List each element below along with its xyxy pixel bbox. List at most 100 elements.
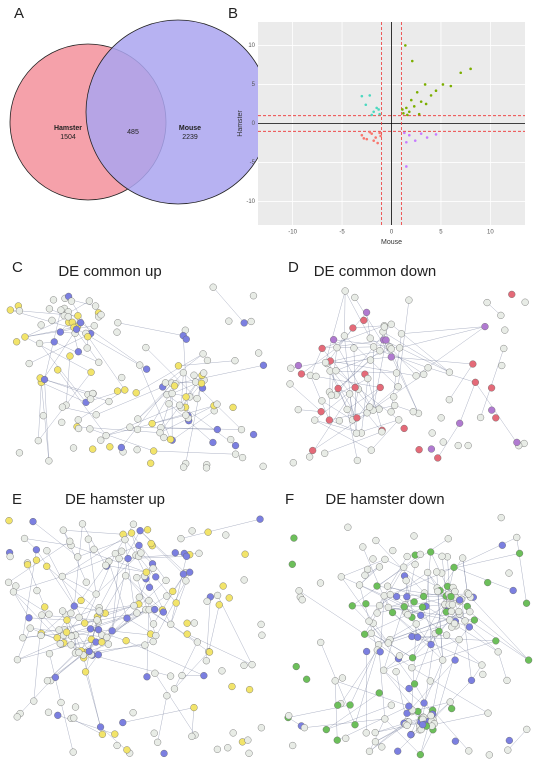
- edge: [370, 338, 424, 375]
- node: [409, 654, 417, 662]
- node: [424, 568, 432, 577]
- node: [433, 568, 441, 576]
- node: [395, 344, 404, 352]
- node: [63, 616, 71, 624]
- edge: [425, 606, 499, 652]
- node: [348, 602, 356, 610]
- node: [33, 586, 41, 595]
- node: [303, 675, 311, 683]
- node: [390, 393, 398, 401]
- node: [498, 361, 506, 370]
- node: [361, 571, 369, 579]
- node: [257, 724, 265, 732]
- node: [231, 357, 239, 365]
- edge: [96, 552, 142, 595]
- node: [408, 664, 416, 672]
- edge: [335, 680, 409, 707]
- node: [405, 684, 413, 693]
- edge: [337, 705, 409, 741]
- point: [368, 94, 372, 97]
- node: [38, 611, 46, 619]
- edge: [326, 705, 392, 730]
- node: [340, 332, 349, 340]
- node: [113, 328, 121, 336]
- node: [256, 515, 264, 523]
- node: [59, 607, 67, 615]
- node: [248, 661, 256, 669]
- node: [59, 526, 67, 534]
- node: [156, 429, 164, 437]
- node: [501, 326, 509, 334]
- node: [39, 412, 47, 420]
- node: [197, 379, 206, 387]
- node: [418, 603, 427, 611]
- node: [448, 601, 457, 609]
- node: [151, 605, 159, 614]
- edge: [106, 414, 186, 436]
- node: [434, 454, 442, 462]
- node: [394, 747, 402, 755]
- edge: [17, 628, 31, 660]
- point: [378, 131, 381, 135]
- node: [122, 637, 130, 645]
- node: [383, 582, 392, 590]
- node: [410, 680, 419, 688]
- node: [148, 419, 156, 428]
- node: [364, 374, 372, 383]
- node: [188, 527, 196, 535]
- edge: [289, 383, 322, 412]
- edge: [344, 290, 346, 336]
- node: [476, 413, 485, 422]
- node: [63, 628, 71, 636]
- edge: [89, 428, 154, 452]
- node: [403, 593, 411, 601]
- edge: [369, 723, 405, 752]
- point: [362, 137, 366, 140]
- edge: [516, 537, 527, 604]
- node: [54, 711, 62, 719]
- node: [202, 464, 211, 472]
- node: [160, 749, 168, 758]
- edge: [446, 634, 483, 666]
- node: [478, 661, 486, 669]
- node: [469, 360, 477, 368]
- edge: [368, 621, 415, 684]
- node: [149, 564, 157, 572]
- edge: [384, 718, 421, 755]
- edge: [33, 615, 43, 702]
- node: [438, 552, 446, 560]
- node: [121, 536, 129, 544]
- edge: [392, 612, 432, 645]
- node: [451, 656, 459, 664]
- edge: [461, 599, 472, 681]
- point: [429, 94, 433, 97]
- node: [513, 438, 521, 446]
- edge: [136, 353, 204, 393]
- edge: [314, 419, 362, 434]
- edge: [366, 312, 371, 339]
- edge: [145, 347, 198, 399]
- node: [147, 539, 155, 548]
- edge: [375, 540, 425, 594]
- node: [87, 395, 95, 403]
- node: [424, 364, 432, 372]
- node: [470, 616, 478, 624]
- node: [505, 736, 513, 745]
- node: [98, 730, 107, 738]
- node: [92, 411, 100, 419]
- node: [48, 316, 56, 324]
- node: [23, 561, 32, 569]
- point: [404, 44, 407, 47]
- node: [135, 541, 143, 550]
- edge: [399, 326, 486, 348]
- node: [58, 403, 66, 411]
- edge: [405, 580, 418, 638]
- node: [330, 336, 338, 344]
- node: [373, 609, 381, 617]
- node: [447, 607, 456, 615]
- node: [105, 397, 113, 406]
- edge: [82, 523, 106, 566]
- edge: [149, 609, 209, 652]
- point: [375, 106, 378, 110]
- edge: [44, 379, 50, 461]
